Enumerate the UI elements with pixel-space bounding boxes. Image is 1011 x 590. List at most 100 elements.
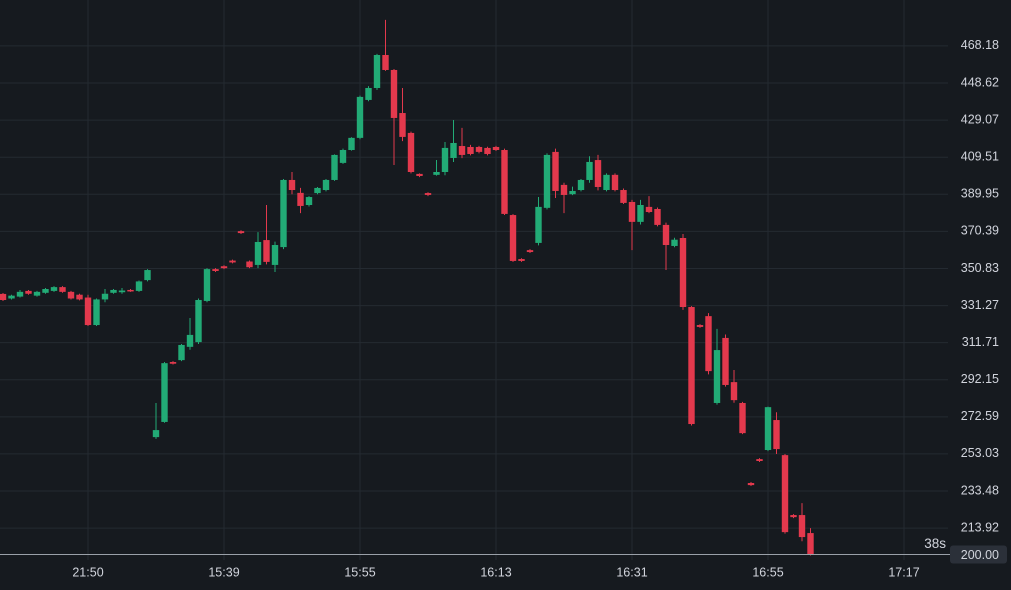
candle-body <box>237 231 245 234</box>
y-tick-label: 331.27 <box>961 298 999 312</box>
candle-body <box>705 316 712 372</box>
candle-body <box>101 293 109 300</box>
candle-body <box>662 224 670 246</box>
candle-body <box>382 54 389 70</box>
candle-body <box>628 201 636 222</box>
y-tick-label: 272.59 <box>961 409 999 423</box>
candle-body <box>756 459 763 462</box>
candle-body <box>288 179 296 191</box>
candle-body <box>781 455 789 533</box>
candle-body <box>586 161 593 180</box>
candle-body <box>450 142 457 158</box>
candle-body <box>501 150 508 214</box>
x-tick-label: 15:39 <box>208 565 239 579</box>
candle-body <box>280 179 287 248</box>
candle-body <box>807 533 814 555</box>
candle-body <box>560 184 568 195</box>
candle-body <box>118 290 126 293</box>
x-tick-label: 16:55 <box>752 565 783 579</box>
candle-body <box>33 291 41 296</box>
candle-body <box>679 237 687 308</box>
candle-body <box>552 151 559 191</box>
countdown: 38s <box>924 536 946 551</box>
candle-body <box>492 146 500 151</box>
candle-body <box>25 290 32 294</box>
y-tick-label: 213.92 <box>961 520 999 534</box>
candle-body <box>322 179 330 191</box>
y-tick-label: 429.07 <box>961 112 999 126</box>
candle-body <box>535 206 542 243</box>
candle-body <box>356 96 364 138</box>
y-tick-label: 350.83 <box>961 261 999 275</box>
candle-body <box>620 190 627 203</box>
candle-body <box>254 241 262 265</box>
candle-body <box>637 204 644 222</box>
candle-body <box>645 206 653 213</box>
candle-body <box>730 382 738 401</box>
candle-body <box>186 334 194 347</box>
candle-body <box>722 337 729 385</box>
candle-body <box>390 69 398 118</box>
price-badge <box>950 545 1007 564</box>
candle-body <box>603 174 610 191</box>
candle-body <box>671 239 678 246</box>
candle-body <box>314 187 321 194</box>
candle-body <box>144 270 151 281</box>
candle-body <box>178 344 185 361</box>
candle-body <box>297 192 304 206</box>
candle-body <box>84 297 92 326</box>
x-tick-label: 15:55 <box>344 565 375 579</box>
candle-body <box>509 215 517 261</box>
candle-body <box>416 173 423 176</box>
candle-body <box>365 87 372 100</box>
y-tick-label: 311.71 <box>962 335 999 349</box>
candle-body <box>339 150 347 163</box>
candle-body <box>110 289 117 293</box>
candle-body <box>195 300 202 343</box>
candle-body <box>790 515 797 518</box>
candle-body <box>169 362 177 364</box>
x-tick-label: 21:50 <box>72 565 103 579</box>
candle-body <box>569 190 576 195</box>
candle-body <box>93 299 100 326</box>
candle-body <box>467 146 474 154</box>
candle-body <box>696 325 704 327</box>
candle-body <box>42 289 49 293</box>
candle-body <box>50 287 58 291</box>
candle-body <box>407 132 415 173</box>
candle-body <box>654 208 661 225</box>
candle-body <box>152 430 160 438</box>
candle-body <box>433 172 440 175</box>
y-tick-label: 253.03 <box>961 446 999 460</box>
candle-body <box>577 179 585 191</box>
candle-body <box>611 174 619 191</box>
candle-body <box>739 402 746 434</box>
y-tick-label: 292.15 <box>961 372 999 386</box>
candle-body <box>348 137 355 151</box>
candle-body <box>229 260 236 263</box>
candle-body <box>246 261 253 268</box>
candle-body <box>331 154 338 180</box>
candle-body <box>212 269 219 271</box>
y-tick-label: 370.39 <box>961 224 999 238</box>
candle-body <box>59 287 66 292</box>
candle-body <box>135 281 143 291</box>
candle-body <box>76 294 83 300</box>
x-tick-label: 17:17 <box>888 565 919 579</box>
candle-body <box>263 240 270 262</box>
candle-body <box>518 259 525 261</box>
x-tick-label: 16:31 <box>616 565 647 579</box>
candle-body <box>399 113 406 137</box>
y-tick-label: 468.18 <box>961 38 999 52</box>
candle-body <box>8 295 15 299</box>
candle-body <box>543 154 551 208</box>
candle-body <box>764 407 772 451</box>
y-tick-label: 389.95 <box>961 187 999 201</box>
price-label: 200.00 <box>961 548 999 562</box>
candle-body <box>798 515 806 538</box>
candle-body <box>475 146 483 152</box>
y-tick-label: 233.48 <box>961 483 999 497</box>
candle-body <box>747 483 755 486</box>
